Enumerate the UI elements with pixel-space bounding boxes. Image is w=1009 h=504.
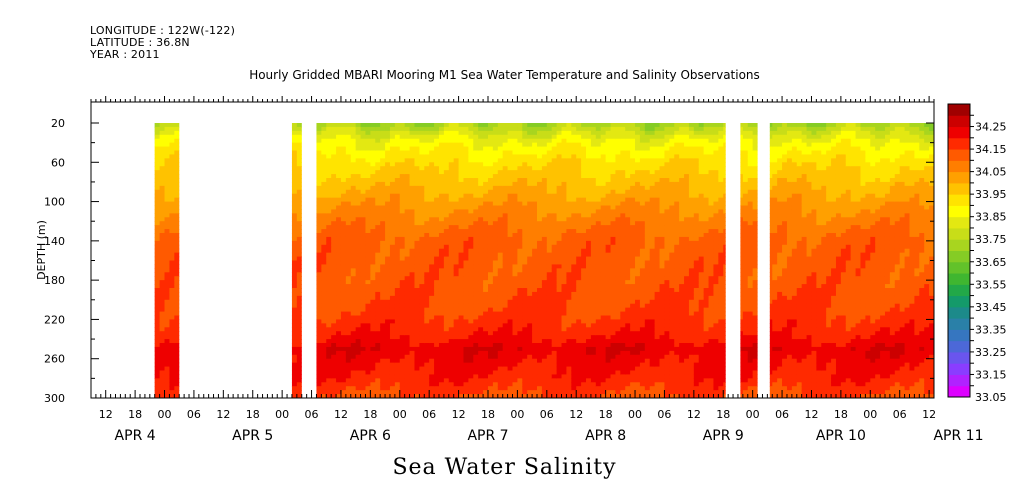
legend-swatch — [948, 385, 970, 398]
x-tick-label: 12 — [569, 408, 583, 421]
x-day-label: APR 8 — [585, 428, 626, 444]
legend-label: 33.95 — [975, 188, 1007, 201]
x-tick-label: 06 — [422, 408, 436, 421]
legend-swatch — [948, 126, 970, 139]
x-tick-label: 18 — [599, 408, 613, 421]
x-day-label: APR 10 — [816, 428, 866, 444]
y-tick-label: 60 — [51, 156, 65, 169]
legend-swatch — [948, 261, 970, 274]
legend-label: 34.25 — [975, 121, 1007, 134]
legend-label: 33.45 — [975, 301, 1007, 314]
y-tick-label: 260 — [44, 353, 65, 366]
x-tick-label: 12 — [922, 408, 936, 421]
legend-swatch — [948, 295, 970, 308]
x-axis-title: Sea Water Salinity — [392, 455, 617, 480]
legend-swatch — [948, 182, 970, 195]
legend-label: 33.65 — [975, 256, 1007, 269]
legend-swatch — [948, 306, 970, 319]
legend-swatch — [948, 194, 970, 206]
x-tick-label: 12 — [99, 408, 113, 421]
legend-label: 33.85 — [975, 211, 1007, 224]
x-day-label: APR 6 — [350, 428, 391, 444]
x-tick-label: 00 — [393, 408, 407, 421]
y-tick-label: 20 — [51, 117, 65, 130]
longitude-label: LONGITUDE : 122W(-122) — [90, 24, 236, 37]
x-tick-label: 12 — [334, 408, 348, 421]
legend-swatch — [948, 104, 970, 116]
legend-label: 34.15 — [975, 143, 1007, 156]
legend-swatch — [948, 227, 970, 240]
legend-swatch — [948, 160, 970, 173]
x-tick-label: 06 — [893, 408, 907, 421]
legend-label: 33.35 — [975, 323, 1007, 336]
x-tick-label: 18 — [834, 408, 848, 421]
x-tick-label: 00 — [746, 408, 760, 421]
legend-swatch — [948, 205, 970, 218]
legend-swatch — [948, 374, 970, 387]
x-tick-label: 06 — [540, 408, 554, 421]
x-day-label: APR 7 — [467, 428, 508, 444]
x-tick-label: 18 — [481, 408, 495, 421]
y-tick-label: 300 — [44, 392, 65, 405]
x-tick-label: 18 — [246, 408, 260, 421]
x-tick-label: 12 — [804, 408, 818, 421]
legend-label: 33.25 — [975, 346, 1007, 359]
legend-swatch — [948, 363, 970, 375]
x-day-label: APR 4 — [115, 428, 156, 444]
legend-label: 34.05 — [975, 166, 1007, 179]
legend-label: 33.15 — [975, 368, 1007, 381]
x-tick-label: 00 — [863, 408, 877, 421]
x-tick-label: 00 — [158, 408, 172, 421]
x-tick-label: 06 — [657, 408, 671, 421]
legend-swatch — [948, 284, 970, 297]
x-tick-label: 18 — [363, 408, 377, 421]
year-label: YEAR : 2011 — [90, 48, 160, 61]
x-tick-label: 18 — [716, 408, 730, 421]
x-tick-label: 06 — [187, 408, 201, 421]
legend-label: 33.75 — [975, 233, 1007, 246]
legend-swatch — [948, 351, 970, 364]
y-axis-title: DEPTH (m) — [35, 220, 48, 280]
x-tick-label: 18 — [128, 408, 142, 421]
x-tick-label: 06 — [775, 408, 789, 421]
legend-swatch — [948, 149, 970, 161]
legend-swatch — [948, 239, 970, 251]
x-day-label: APR 5 — [232, 428, 273, 444]
legend-swatch — [948, 137, 970, 150]
legend-swatch — [948, 171, 970, 184]
x-tick-label: 00 — [510, 408, 524, 421]
latitude-label: LATITUDE : 36.8N — [90, 36, 190, 49]
salinity-field — [154, 123, 934, 398]
y-tick-label: 220 — [44, 313, 65, 326]
y-tick-label: 100 — [44, 196, 65, 209]
legend-swatch — [948, 318, 970, 330]
x-tick-label: 12 — [452, 408, 466, 421]
x-tick-label: 00 — [628, 408, 642, 421]
y-tick-label: 140 — [44, 235, 65, 248]
legend-label: 33.05 — [975, 391, 1007, 404]
x-tick-label: 12 — [687, 408, 701, 421]
x-day-label: APR 11 — [933, 428, 983, 444]
legend-swatch — [948, 340, 970, 353]
x-day-label: APR 9 — [703, 428, 744, 444]
chart-title: Hourly Gridded MBARI Mooring M1 Sea Wate… — [249, 68, 760, 82]
legend-swatch — [948, 250, 970, 263]
legend-swatch — [948, 115, 970, 128]
legend-label: 33.55 — [975, 278, 1007, 291]
y-tick-label: 180 — [44, 274, 65, 287]
x-tick-label: 06 — [305, 408, 319, 421]
legend-swatch — [948, 273, 970, 285]
legend-swatch — [948, 329, 970, 342]
x-tick-label: 12 — [216, 408, 230, 421]
legend-swatch — [948, 216, 970, 229]
x-tick-label: 00 — [275, 408, 289, 421]
